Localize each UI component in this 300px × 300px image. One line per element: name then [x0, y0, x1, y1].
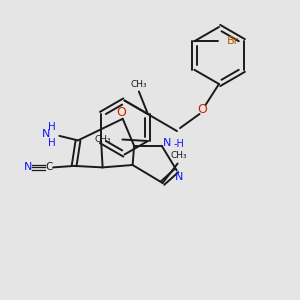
Text: N: N	[23, 162, 32, 172]
Text: O: O	[116, 106, 126, 119]
Text: CH₃: CH₃	[130, 80, 147, 89]
Text: CH₃: CH₃	[94, 135, 111, 144]
Text: CH₃: CH₃	[171, 152, 188, 160]
Text: H: H	[48, 122, 56, 132]
Text: O: O	[198, 103, 207, 116]
Text: -H: -H	[173, 139, 184, 149]
Text: H: H	[48, 138, 56, 148]
Text: N: N	[175, 172, 183, 182]
Text: C: C	[45, 162, 52, 172]
Text: N: N	[42, 129, 50, 140]
Text: Br: Br	[227, 36, 240, 46]
Text: N: N	[163, 138, 171, 148]
